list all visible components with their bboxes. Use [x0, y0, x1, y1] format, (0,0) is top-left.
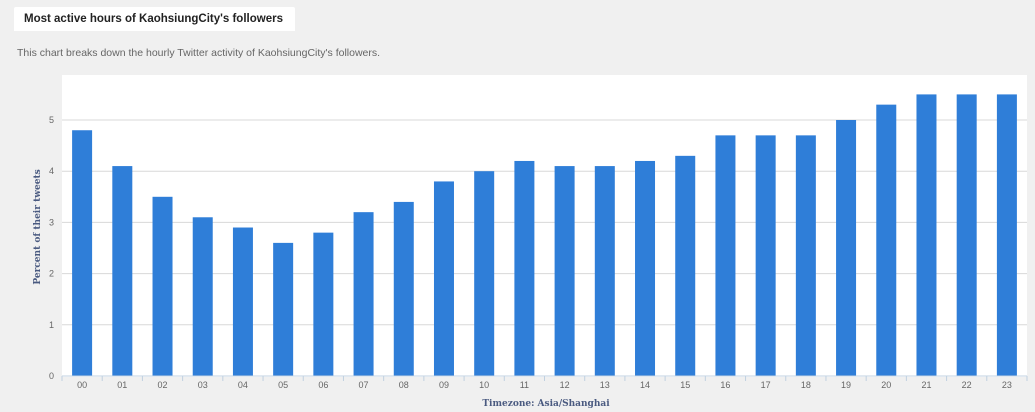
x-tick-label-10: 10	[479, 380, 489, 390]
bar-18[interactable]	[795, 135, 816, 376]
bar-04[interactable]	[232, 227, 253, 376]
x-tick-label-04: 04	[238, 380, 248, 390]
x-tick-label-03: 03	[198, 380, 208, 390]
bars	[72, 94, 1017, 377]
bar-19[interactable]	[836, 120, 857, 376]
bar-07[interactable]	[353, 212, 374, 376]
x-tick-label-06: 06	[318, 380, 328, 390]
bar-00[interactable]	[72, 130, 93, 376]
bar-20[interactable]	[876, 104, 897, 376]
bar-03[interactable]	[192, 217, 213, 376]
bar-09[interactable]	[433, 181, 454, 376]
bar-05[interactable]	[273, 242, 294, 376]
y-axis-ticks: 0 1 2 3 4 5	[49, 115, 54, 381]
x-tick-label-14: 14	[640, 380, 650, 390]
x-tick-label-13: 13	[600, 380, 610, 390]
bar-22[interactable]	[956, 94, 977, 377]
x-tick-label-09: 09	[439, 380, 449, 390]
x-tick-label-00: 00	[77, 380, 87, 390]
x-tick-label-20: 20	[881, 380, 891, 390]
plot-background	[62, 75, 1027, 377]
x-tick-label-11: 11	[520, 380, 529, 390]
x-tick-label-23: 23	[1002, 380, 1012, 390]
x-tick-label-02: 02	[158, 380, 168, 390]
x-axis-label: Timezone: Asia/Shanghai	[482, 399, 610, 409]
x-tick-label-15: 15	[680, 380, 690, 390]
bar-12[interactable]	[554, 166, 575, 376]
chart-subtitle: This chart breaks down the hourly Twitte…	[17, 47, 381, 59]
bar-11[interactable]	[514, 160, 535, 376]
bar-16[interactable]	[715, 135, 736, 376]
bar-02[interactable]	[152, 196, 173, 376]
bar-21[interactable]	[916, 94, 937, 377]
y-tick-label: 1	[49, 320, 54, 330]
bar-06[interactable]	[313, 232, 334, 376]
bar-15[interactable]	[675, 155, 696, 376]
y-tick-label: 0	[49, 371, 54, 381]
x-tick-label-05: 05	[278, 380, 288, 390]
x-tick-label-07: 07	[359, 380, 369, 390]
bar-17[interactable]	[755, 135, 776, 376]
chart-title: Most active hours of KaohsiungCity's fol…	[14, 7, 295, 31]
x-tick-label-17: 17	[761, 380, 771, 390]
x-tick-label-08: 08	[399, 380, 409, 390]
bar-23[interactable]	[996, 94, 1017, 377]
x-tick-label-16: 16	[720, 380, 730, 390]
x-tick-label-19: 19	[841, 380, 851, 390]
x-tick-label-01: 01	[117, 380, 127, 390]
bar-10[interactable]	[474, 171, 495, 376]
y-tick-label: 5	[49, 115, 54, 125]
y-axis-label: Percent of their tweets	[33, 169, 43, 284]
gridlines	[62, 119, 1027, 326]
x-tick-label-18: 18	[801, 380, 811, 390]
x-axis-ticks: 00 01 02 03 04 05 06 07 08 09 10 11 12 13 14 15 16 17 18 19…	[61, 376, 1028, 390]
bar-08[interactable]	[393, 201, 414, 376]
bar-01[interactable]	[112, 166, 133, 376]
x-tick-label-21: 21	[921, 380, 931, 390]
y-tick-label: 2	[49, 269, 54, 279]
bar-14[interactable]	[635, 160, 656, 376]
bar-13[interactable]	[594, 166, 615, 376]
y-tick-label: 4	[49, 166, 54, 176]
y-tick-label: 3	[49, 217, 54, 227]
x-tick-label-22: 22	[962, 380, 972, 390]
x-tick-label-12: 12	[560, 380, 570, 390]
